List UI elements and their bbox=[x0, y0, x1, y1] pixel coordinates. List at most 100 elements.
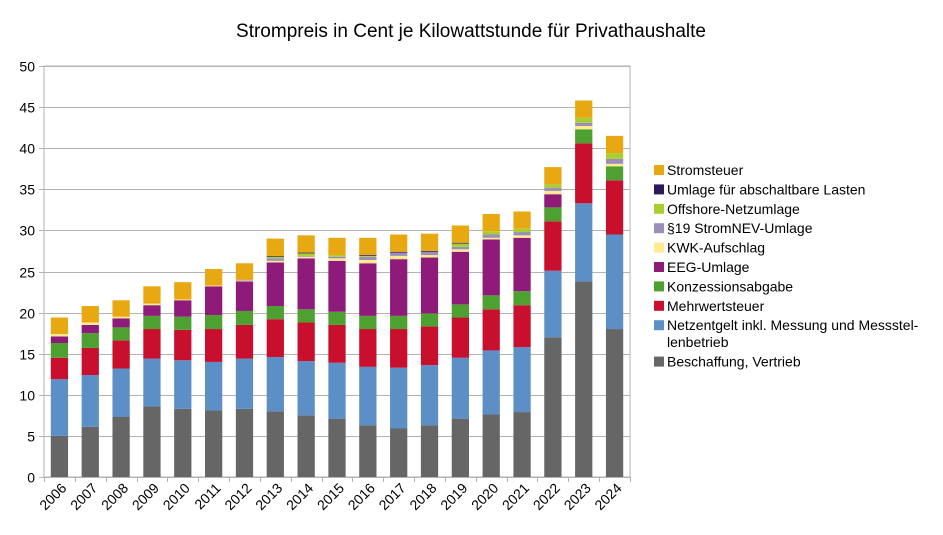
bar-segment bbox=[50, 333, 69, 337]
bar-segment bbox=[544, 221, 562, 271]
bar-segment bbox=[143, 303, 161, 306]
legend-label: Umlage für abschaltbare Lasten bbox=[667, 181, 865, 197]
bar-segment bbox=[359, 329, 377, 367]
bar-segment bbox=[297, 322, 315, 362]
bar-segment bbox=[390, 315, 408, 330]
bar-segment bbox=[81, 375, 99, 427]
bars bbox=[50, 100, 624, 477]
legend-label: Offshore-Netzumlage bbox=[667, 201, 800, 217]
x-tick-label: 2024 bbox=[591, 480, 624, 513]
x-tick-label: 2017 bbox=[375, 480, 408, 513]
legend-label: Stromsteuer bbox=[667, 162, 744, 178]
x-tick-label: 2019 bbox=[437, 480, 470, 513]
x-tick-label: 2007 bbox=[67, 480, 100, 513]
bar-segment bbox=[420, 255, 439, 258]
bar-segment bbox=[605, 163, 624, 167]
x-tick-label: 2018 bbox=[406, 480, 439, 513]
bar-segment bbox=[112, 316, 130, 319]
bar-segment bbox=[50, 343, 69, 358]
legend-label: Netzentgelt inkl. Messung und Messstel- bbox=[667, 317, 919, 333]
bar-segment bbox=[297, 361, 315, 416]
bar-segment bbox=[112, 368, 130, 417]
bar-segment bbox=[266, 238, 284, 256]
bar-segment bbox=[297, 309, 315, 323]
bar-segment bbox=[513, 228, 531, 233]
bar-segment bbox=[420, 233, 439, 251]
bar-segment bbox=[205, 361, 223, 411]
x-tick-label: 2006 bbox=[36, 480, 69, 513]
bar-segment bbox=[359, 255, 377, 257]
bar-segment bbox=[266, 262, 284, 307]
x-tick-label: 2010 bbox=[160, 480, 193, 513]
legend: Stromsteuer Umlage für abschaltbare Laste… bbox=[654, 162, 919, 370]
legend-swatch bbox=[654, 165, 664, 175]
bar-segment bbox=[451, 304, 469, 318]
bar-segment bbox=[575, 100, 593, 118]
y-tick-label: 45 bbox=[19, 100, 35, 116]
bar-segment bbox=[544, 270, 562, 338]
bar-segment bbox=[205, 285, 223, 287]
bar-segment bbox=[266, 411, 284, 477]
legend-label: EEG-Umlage bbox=[667, 259, 750, 275]
bar-segment bbox=[513, 291, 531, 306]
bar-segment bbox=[266, 356, 284, 412]
bar-segment bbox=[575, 143, 593, 204]
bar-segment bbox=[50, 336, 69, 344]
legend-swatch bbox=[654, 300, 664, 311]
bar-segment bbox=[359, 366, 377, 426]
x-tick-label: 2022 bbox=[530, 480, 563, 513]
y-tick-label: 20 bbox=[19, 306, 35, 322]
bar-segment bbox=[420, 313, 439, 327]
bar-segment bbox=[297, 256, 315, 259]
bar-segment bbox=[235, 324, 254, 359]
bar-segment bbox=[81, 322, 99, 325]
bar-segment bbox=[575, 281, 593, 477]
y-tick-label: 15 bbox=[19, 347, 35, 363]
bar-segment bbox=[297, 255, 315, 257]
bar-segment bbox=[390, 252, 408, 256]
bar-segment bbox=[112, 416, 130, 477]
bar-segment bbox=[390, 428, 408, 477]
legend-swatch bbox=[654, 184, 664, 195]
bar-segment bbox=[266, 255, 284, 257]
bar-segment bbox=[605, 135, 624, 154]
bar-segment bbox=[235, 263, 254, 280]
bar-segment bbox=[81, 347, 99, 376]
bar-segment bbox=[451, 249, 469, 252]
bar-segment bbox=[482, 237, 500, 240]
bar-segment bbox=[143, 329, 161, 359]
bar-segment bbox=[390, 234, 408, 252]
y-tick-label: 35 bbox=[19, 182, 35, 198]
bar-segment bbox=[513, 237, 531, 292]
bar-segment bbox=[359, 237, 377, 256]
bar-segment bbox=[390, 259, 408, 316]
bar-segment bbox=[143, 305, 161, 316]
bar-segment bbox=[143, 315, 161, 330]
bar-segment bbox=[205, 315, 223, 330]
bar-segment bbox=[544, 207, 562, 222]
bar-segment bbox=[451, 251, 469, 305]
y-axis: 0 5 10 15 20 25 30 35 40 45 50 bbox=[19, 59, 35, 486]
bar-segment bbox=[143, 286, 161, 304]
bar-segment bbox=[544, 187, 562, 191]
bar-segment bbox=[205, 286, 223, 316]
bar-segment bbox=[451, 357, 469, 419]
x-tick-label: 2011 bbox=[191, 480, 224, 513]
bar-segment bbox=[359, 259, 377, 264]
bar-segment bbox=[575, 203, 593, 282]
bar-segment bbox=[544, 184, 562, 188]
bar-segment bbox=[328, 418, 346, 477]
bar-segment bbox=[420, 326, 439, 366]
bar-segment bbox=[451, 246, 469, 250]
bar-segment bbox=[81, 333, 99, 348]
bar-segment bbox=[174, 282, 192, 300]
legend-label: Beschaffung, Vertrieb bbox=[667, 354, 801, 370]
bar-segment bbox=[544, 337, 562, 477]
bar-segment bbox=[359, 255, 377, 256]
y-tick-label: 40 bbox=[19, 141, 35, 157]
bar-segment bbox=[205, 269, 223, 286]
x-tick-label: 2023 bbox=[561, 480, 594, 513]
legend-label: Mehrwertsteuer bbox=[667, 298, 765, 314]
bar-segment bbox=[81, 324, 99, 334]
bar-segment bbox=[266, 256, 284, 259]
